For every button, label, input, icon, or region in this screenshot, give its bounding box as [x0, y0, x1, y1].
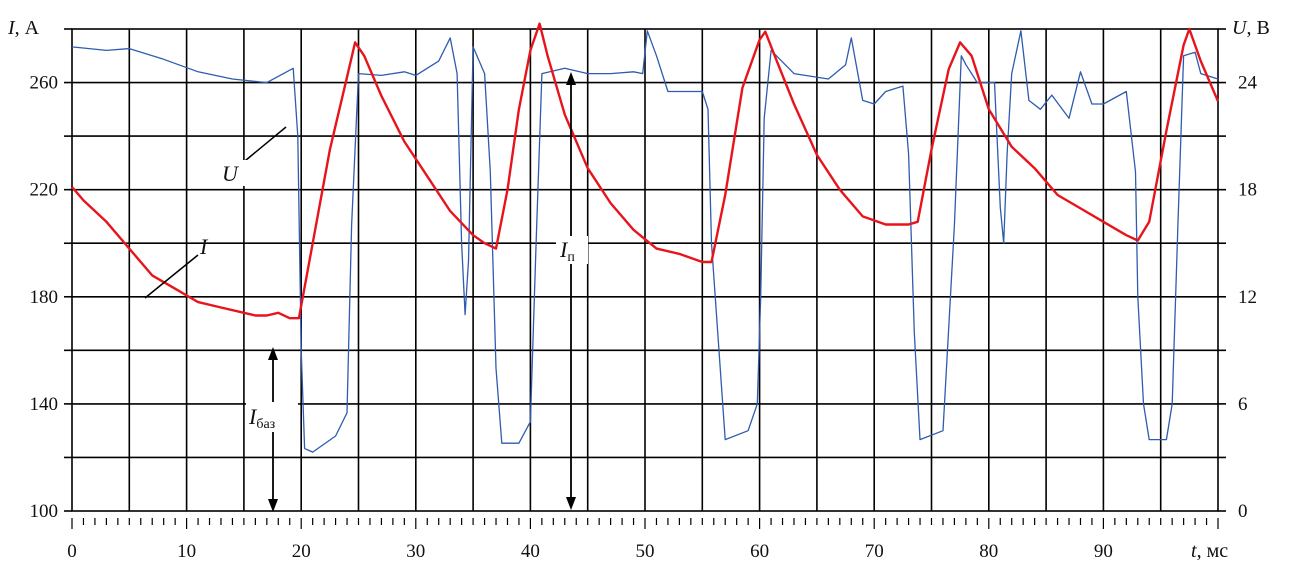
x-tick-labels: 0 10 20 30 40 50 60 70 80 90	[67, 541, 1113, 562]
x-tick-label: 70	[865, 541, 884, 562]
y-left-axis-unit: , А	[15, 17, 40, 39]
series-line-I	[71, 22, 1220, 320]
x-tick-label: 50	[636, 541, 655, 562]
y-right-axis-symbol: U	[1232, 17, 1248, 39]
annotation-I-leader	[144, 254, 199, 299]
y-left-tick-labels: 100 140 180 220 260	[30, 73, 59, 522]
annotation-I-p-sub: п	[567, 250, 575, 265]
annotation-U: U	[210, 126, 287, 186]
x-tick-label: 80	[979, 541, 998, 562]
y-left-axis-title: I, А	[7, 17, 40, 39]
grid-lines	[64, 28, 1226, 512]
y-right-tick-label: 12	[1238, 287, 1257, 308]
annotation-I-p-label: Iп	[559, 237, 575, 265]
annotation-I-p-arrowhead-down	[566, 497, 576, 510]
y-right-tick-label: 24	[1238, 73, 1258, 94]
annotation-I-base-label: Iбаз	[248, 404, 276, 432]
x-tick-label: 0	[67, 541, 77, 562]
y-left-tick-label: 220	[30, 180, 59, 201]
y-right-tick-label: 0	[1238, 501, 1248, 522]
x-tick-label: 60	[750, 541, 769, 562]
x-tick-label: 30	[406, 541, 425, 562]
annotation-I-base-main: I	[248, 404, 258, 429]
annotation-I-p-arrowhead-up	[566, 72, 576, 85]
annotation-I-base: Iбаз	[246, 347, 298, 512]
annotation-I-p-bg	[556, 236, 588, 264]
x-axis-unit: , мс	[1197, 540, 1229, 562]
annotation-U-label: U	[222, 161, 240, 186]
y-right-tick-label: 6	[1238, 394, 1248, 415]
x-axis-symbol: t	[1191, 540, 1197, 562]
x-minor-ticks	[71, 518, 1219, 529]
annotation-I: I	[144, 234, 209, 299]
y-left-tick-label: 180	[30, 287, 59, 308]
x-tick-label: 40	[521, 541, 540, 562]
x-tick-label: 90	[1094, 541, 1113, 562]
y-right-tick-label: 18	[1238, 180, 1257, 201]
annotation-I-base-arrowhead-up	[268, 347, 278, 360]
y-left-axis-symbol: I	[7, 17, 16, 39]
y-right-axis-title: U, В	[1232, 17, 1270, 39]
annotation-U-bg	[210, 160, 250, 186]
x-tick-label: 20	[292, 541, 311, 562]
series-line-U	[71, 30, 1219, 453]
y-left-tick-label: 100	[30, 501, 59, 522]
annotation-I-p-main: I	[559, 237, 569, 262]
annotation-I-label: I	[199, 234, 209, 259]
y-right-axis-unit: , В	[1246, 17, 1269, 39]
plot-frame	[71, 28, 1219, 512]
annotation-I-base-sub: баз	[256, 417, 275, 432]
annotation-U-leader	[239, 126, 287, 166]
y-right-tick-labels: 0 6 12 18 24	[1238, 73, 1258, 522]
y-left-tick-label: 260	[30, 73, 59, 94]
y-left-tick-label: 140	[30, 394, 59, 415]
annotation-I-base-arrowhead-down	[268, 499, 278, 512]
x-tick-label: 10	[177, 541, 196, 562]
annotation-I-p: Iп	[556, 72, 588, 510]
annotation-I-base-bg	[246, 402, 298, 432]
x-axis-title: t, мс	[1191, 540, 1228, 562]
